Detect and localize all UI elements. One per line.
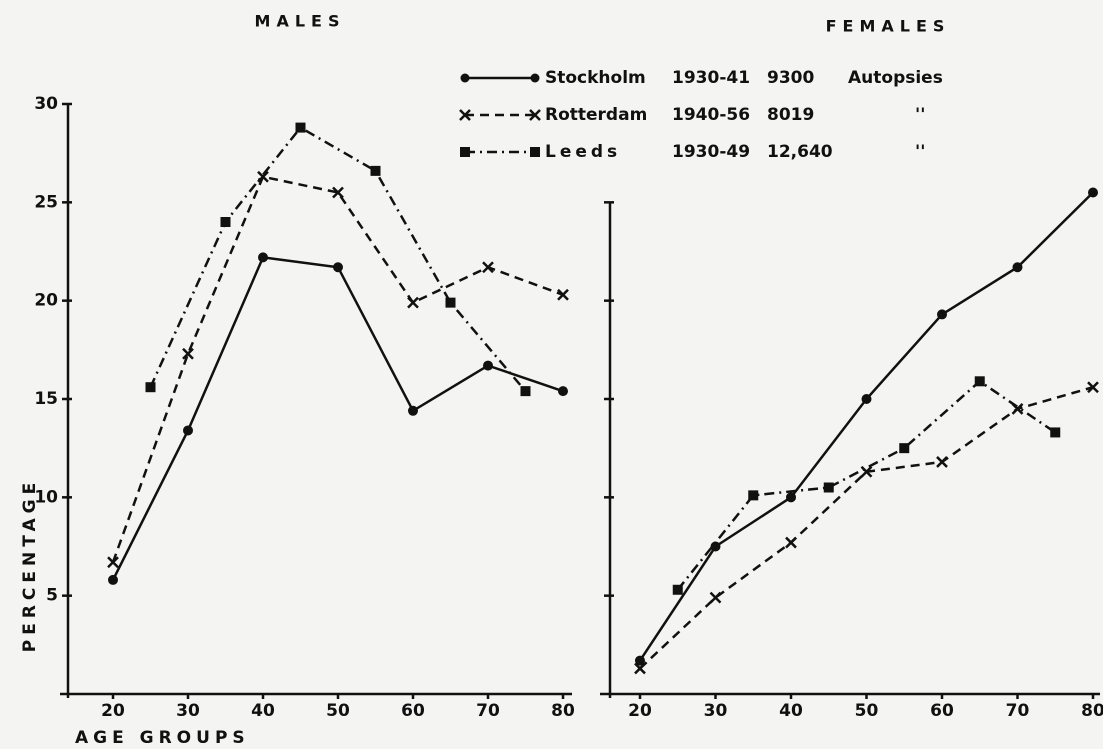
legend-period: 1940-56 (672, 105, 750, 125)
x-tick-label: 70 (1006, 701, 1030, 721)
legend-count: 12,640 (767, 142, 833, 162)
marker (558, 386, 568, 397)
marker (445, 297, 456, 308)
legend-period: 1930-49 (672, 142, 750, 162)
x-tick-label: 80 (551, 701, 575, 721)
legend-marker (530, 147, 540, 157)
marker (145, 382, 156, 393)
x-tick-label: 20 (101, 701, 125, 721)
chart-title: MALES (255, 12, 346, 31)
series-line (111, 256, 564, 581)
marker (1050, 427, 1061, 438)
marker (408, 405, 418, 416)
marker (785, 536, 797, 549)
marker (1088, 187, 1098, 198)
marker (258, 252, 268, 263)
legend-note: '' (915, 105, 925, 125)
series-line (638, 191, 1094, 662)
marker (672, 584, 683, 595)
legend-label: Rotterdam (545, 105, 647, 125)
x-tick-label: 30 (176, 701, 200, 721)
marker (823, 482, 834, 493)
marker (1087, 381, 1099, 394)
marker (974, 376, 985, 387)
legend-note: Autopsies (848, 68, 943, 88)
marker (1012, 262, 1023, 273)
legend-marker (460, 73, 470, 83)
marker (333, 262, 343, 273)
series-line (676, 379, 1056, 591)
legend-count: 9300 (767, 68, 814, 88)
legend-marker (459, 109, 471, 121)
marker (861, 394, 872, 404)
x-tick-label: 40 (779, 701, 803, 721)
marker (482, 261, 494, 274)
x-tick-label: 60 (930, 701, 954, 721)
legend-label: Stockholm (545, 68, 646, 88)
marker (370, 165, 381, 176)
series-line (111, 175, 564, 563)
series-line (639, 385, 1094, 670)
y-tick-label: 10 (34, 487, 58, 507)
marker (635, 655, 645, 666)
marker (483, 360, 493, 371)
marker (557, 288, 569, 301)
marker (634, 662, 646, 675)
marker (710, 541, 721, 552)
x-tick-label: 50 (326, 701, 350, 721)
legend-marker (460, 147, 470, 157)
y-tick-label: 20 (34, 291, 58, 311)
y-tick-label: 25 (34, 192, 58, 212)
x-axis-label: AGE GROUPS (75, 728, 250, 748)
x-tick-label: 80 (1081, 701, 1103, 721)
chart-title: FEMALES (826, 17, 951, 36)
x-tick-label: 70 (476, 701, 500, 721)
x-tick-label: 30 (704, 701, 728, 721)
legend-count: 8019 (767, 105, 814, 125)
marker (295, 122, 306, 133)
marker (332, 186, 344, 199)
y-axis-label: PERCENTAGE (20, 478, 40, 652)
marker (182, 347, 194, 360)
x-tick-label: 60 (401, 701, 425, 721)
x-tick-label: 50 (855, 701, 879, 721)
marker (937, 309, 947, 320)
marker (183, 425, 193, 436)
marker (748, 490, 759, 501)
marker (936, 456, 948, 468)
y-tick-label: 30 (34, 94, 58, 114)
legend-marker (529, 109, 541, 121)
x-tick-label: 40 (251, 701, 275, 721)
legend-period: 1930-41 (672, 68, 750, 88)
marker (220, 217, 231, 227)
y-tick-label: 5 (46, 586, 58, 606)
legend-label: Leeds (545, 142, 621, 162)
marker (786, 492, 796, 503)
marker (107, 556, 119, 569)
legend-marker (530, 73, 540, 83)
legend-note: '' (915, 142, 925, 162)
series-line (149, 125, 527, 392)
marker (899, 443, 910, 454)
y-tick-label: 15 (34, 389, 58, 409)
marker (407, 296, 419, 309)
marker (709, 591, 722, 604)
marker (520, 386, 531, 397)
x-tick-label: 20 (628, 701, 652, 721)
marker (108, 574, 118, 585)
